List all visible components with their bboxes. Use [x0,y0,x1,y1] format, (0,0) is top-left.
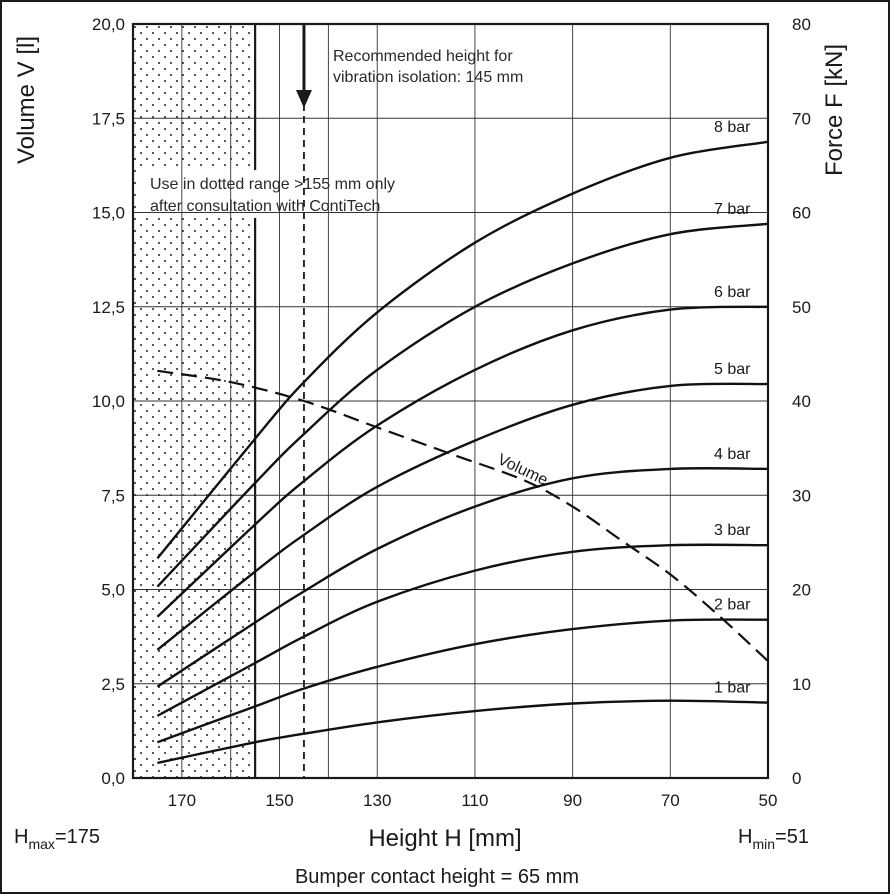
series-label-6-bar: 6 bar [714,284,751,301]
series-label-3-bar: 3 bar [714,522,751,539]
y-right-tick-label: 50 [792,298,811,317]
series-line-8-bar [156,140,769,560]
series-label-8-bar: 8 bar [714,119,751,136]
x-tick-label: 90 [563,791,582,810]
x-tick-label: 130 [363,791,391,810]
y-left-tick-label: 0,0 [101,769,125,788]
series-line-volume [157,369,769,662]
x-tick-label: 70 [661,791,680,810]
hmin-label: Hmin=51 [738,826,809,852]
y-left-tick-label: 10,0 [92,392,125,411]
y-right-tick-label: 40 [792,392,811,411]
y-left-tick-label: 17,5 [92,109,125,128]
series-line-4-bar [156,466,769,688]
y-axis-right-title: Force F [kN] [821,44,848,176]
series-label-5-bar: 5 bar [714,361,751,378]
y-right-tick-label: 70 [792,109,811,128]
x-tick-label: 150 [265,791,293,810]
series-label-7-bar: 7 bar [714,201,751,218]
x-axis-title: Height H [mm] [368,825,521,852]
series-line-7-bar [156,222,769,588]
volume-curve-label: Volume [495,451,551,489]
series-line-5-bar [156,382,769,651]
y-right-tick-label: 30 [792,486,811,505]
series-label-2-bar: 2 bar [714,597,751,614]
y-axis-left-title: Volume V [l] [13,36,40,164]
y-right-tick-label: 20 [792,581,811,600]
x-tick-label: 110 [461,791,488,810]
series-label-1-bar: 1 bar [714,680,751,697]
y-left-tick-label: 15,0 [92,204,125,223]
recommended-height-note-line2: vibration isolation: 145 mm [333,69,523,86]
recommended-arrow-head [295,90,312,108]
series-label-4-bar: 4 bar [714,446,751,463]
x-tick-label: 50 [759,791,778,810]
y-left-tick-label: 2,5 [101,675,125,694]
dotted-range-note-line2: after consultation with ContiTech [150,198,380,215]
y-left-tick-label: 7,5 [101,486,125,505]
bumper-contact-note: Bumper contact height = 65 mm [295,866,579,888]
y-right-tick-label: 60 [792,204,811,223]
series-line-2-bar [156,618,769,744]
x-tick-label: 170 [168,791,196,810]
y-left-tick-label: 12,5 [92,298,125,317]
series-line-3-bar [156,543,769,717]
y-right-tick-label: 80 [792,15,811,34]
dotted-range-note-box [140,170,456,218]
hmax-label: Hmax=175 [14,826,100,852]
y-right-tick-label: 0 [792,769,801,788]
recommended-height-note-line1: Recommended height for [333,48,513,65]
recommended-note-box [326,40,572,90]
plot-frame [131,22,770,780]
y-left-tick-label: 5,0 [101,581,125,600]
y-left-tick-label: 20,0 [92,15,125,34]
series-line-6-bar [156,305,769,618]
series-line-1-bar [157,699,769,765]
dotted-range-note-line1: Use in dotted range >155 mm only [150,176,395,193]
y-right-tick-label: 10 [792,675,811,694]
